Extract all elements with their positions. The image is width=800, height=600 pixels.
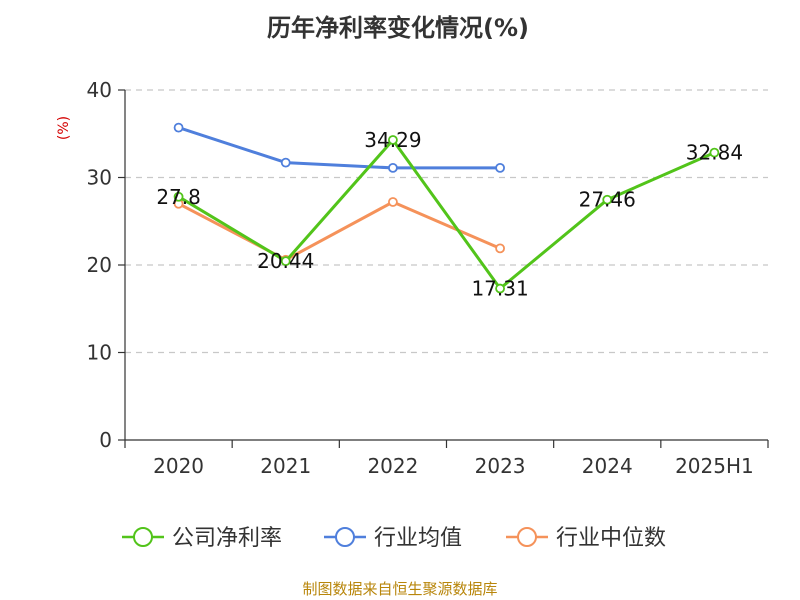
data-label: 32.84 xyxy=(686,141,743,165)
data-point xyxy=(388,135,398,145)
legend-label: 行业均值 xyxy=(374,526,462,551)
legend-marker xyxy=(133,527,153,547)
data-label: 20.44 xyxy=(257,249,314,273)
source-note: 制图数据来自恒生聚源数据库 xyxy=(302,580,497,598)
data-point xyxy=(280,256,291,267)
legend-marker xyxy=(517,527,537,547)
data-point xyxy=(388,162,398,173)
legend-marker xyxy=(335,527,355,547)
data-point xyxy=(388,197,398,207)
data-point xyxy=(280,157,291,168)
data-labels: 27.8 20.44 34.29 17.31 27.46 32.84 xyxy=(156,128,743,301)
chart-title: 历年净利率变化情况(%) xyxy=(267,14,529,42)
series-line xyxy=(177,138,716,290)
data-point xyxy=(173,191,184,202)
y-tick-label: 30 xyxy=(87,166,112,190)
data-point xyxy=(495,162,505,173)
data-label: 34.29 xyxy=(364,128,421,152)
data-label: 27.8 xyxy=(156,185,201,209)
data-point xyxy=(709,147,720,158)
data-label: 17.31 xyxy=(471,277,528,301)
legend: 公司净利率 行业均值 行业中位数 xyxy=(122,526,666,551)
x-tick-label: 2023 xyxy=(475,454,526,478)
data-point xyxy=(173,122,184,133)
legend-label: 公司净利率 xyxy=(172,526,282,551)
x-tick-label: 2024 xyxy=(582,454,633,478)
x-tick-label: 2020 xyxy=(153,454,204,478)
series-line xyxy=(178,126,501,170)
y-tick-label: 0 xyxy=(99,428,112,452)
series-line xyxy=(177,200,501,262)
x-tick-label: 2025H1 xyxy=(675,454,754,478)
grid-lines xyxy=(125,89,768,354)
data-point xyxy=(495,243,505,254)
y-tick-label: 10 xyxy=(87,341,112,365)
x-tick-label: 2021 xyxy=(260,454,311,478)
axes: 0 10 20 30 40 2020 2021 2022 2023 2024 2025H1 xyxy=(87,78,769,478)
series-lines xyxy=(173,122,720,294)
legend-label: 行业中位数 xyxy=(556,526,666,551)
data-point xyxy=(602,194,613,205)
y-axis-unit: (%) xyxy=(56,116,72,140)
y-tick-label: 40 xyxy=(87,78,112,102)
data-point xyxy=(495,283,505,294)
data-label: 27.46 xyxy=(579,188,636,212)
x-tick-label: 2022 xyxy=(367,454,418,478)
y-tick-label: 20 xyxy=(87,253,112,277)
